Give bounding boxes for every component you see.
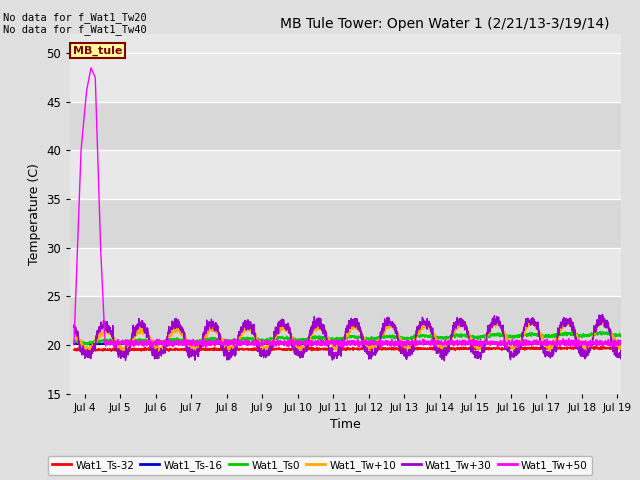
Text: MB_tule: MB_tule <box>73 46 122 56</box>
Bar <box>70 102 621 150</box>
Bar <box>70 150 621 199</box>
Bar <box>70 53 621 102</box>
Text: MB Tule Tower: Open Water 1 (2/21/13-3/19/14): MB Tule Tower: Open Water 1 (2/21/13-3/1… <box>280 17 610 31</box>
X-axis label: Time: Time <box>330 418 361 431</box>
Text: No data for f_Wat1_Tw20
No data for f_Wat1_Tw40: No data for f_Wat1_Tw20 No data for f_Wa… <box>3 12 147 36</box>
Bar <box>70 345 621 394</box>
Bar <box>70 248 621 296</box>
Y-axis label: Temperature (C): Temperature (C) <box>28 163 41 264</box>
Legend: Wat1_Ts-32, Wat1_Ts-16, Wat1_Ts0, Wat1_Tw+10, Wat1_Tw+30, Wat1_Tw+50: Wat1_Ts-32, Wat1_Ts-16, Wat1_Ts0, Wat1_T… <box>48 456 592 475</box>
Bar <box>70 296 621 345</box>
Bar <box>70 199 621 248</box>
